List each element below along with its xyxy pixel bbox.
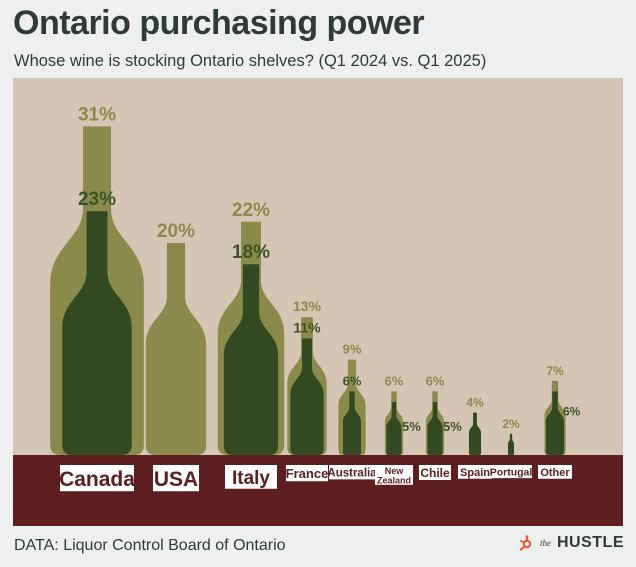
label-2025-new-zealand: 5% — [402, 419, 421, 434]
bottle-2025-portugal — [507, 433, 515, 455]
category-label-canada: Canada — [59, 468, 135, 491]
category-label-other: Other — [540, 467, 570, 479]
category-label-france: France — [286, 466, 329, 481]
chart-title: Ontario purchasing power — [13, 4, 425, 42]
category-label-chile: Chile — [420, 466, 450, 480]
label-2024-new-zealand: 6% — [385, 373, 404, 388]
bottle-2025-new-zealand — [386, 402, 402, 455]
bottle-2025-italy — [223, 264, 279, 455]
category-box-chile — [419, 465, 451, 480]
category-label-spain: Spain — [460, 467, 490, 479]
category-label-usa: USA — [154, 468, 198, 491]
label-2024-italy: 22% — [232, 200, 270, 221]
chart-subtitle: Whose wine is stocking Ontario shelves? … — [14, 52, 487, 70]
label-2024-australia: 9% — [343, 342, 362, 357]
label-2025-chile: 5% — [443, 419, 462, 434]
category-box-other — [538, 465, 572, 479]
label-2024-portugal: 2% — [502, 417, 520, 431]
label-2024-chile: 6% — [426, 373, 445, 388]
label-2024-spain: 4% — [466, 396, 484, 410]
bottle-chart: 31% 20% 22% 13% 9% 6% 6% 4% 2% 7% 23% 0% 18% 11% 6% 5% 5… — [13, 78, 623, 526]
label-2025-australia: 6% — [343, 373, 362, 388]
label-2024-usa: 20% — [157, 221, 195, 242]
category-label-australia: Australia — [327, 468, 377, 480]
category-box-italy — [225, 465, 277, 489]
bottle-2025-spain — [468, 412, 482, 455]
category-box-usa — [153, 465, 199, 492]
data-source: DATA: Liquor Control Board of Ontario — [14, 537, 286, 554]
category-box-canada — [60, 465, 134, 492]
category-label-new-zealand: New Zealand — [377, 466, 411, 485]
category-box-australia — [329, 465, 375, 480]
brand-logo: the HUSTLE — [518, 534, 624, 552]
category-label-line: Zealand — [377, 475, 411, 485]
label-2024-france: 13% — [293, 298, 322, 314]
brand-large-text: HUSTLE — [557, 534, 624, 551]
category-box-portugal — [490, 465, 532, 479]
label-2025-usa: 0% — [162, 431, 190, 452]
category-label-line: New — [385, 466, 405, 476]
category-box-spain — [458, 465, 492, 479]
label-2025-canada: 23% — [78, 189, 116, 210]
bottle-2025-canada — [62, 211, 132, 455]
sprocket-icon — [519, 535, 532, 551]
label-2024-canada: 31% — [78, 104, 116, 125]
bottle-2025-australia — [342, 391, 362, 455]
bottle-2025-chile — [427, 402, 443, 455]
label-2025-france: 11% — [293, 319, 321, 335]
brand-small-text: the — [540, 538, 551, 548]
bottle-2025-france — [290, 338, 324, 455]
bottle-2025-other — [545, 391, 565, 455]
category-box-new-zealand — [375, 465, 413, 485]
label-2025-other: 6% — [563, 405, 581, 419]
category-label-italy: Italy — [232, 468, 270, 489]
label-2025-italy: 18% — [232, 242, 270, 263]
category-box-france — [286, 465, 328, 482]
chart-panel: 31% 20% 22% 13% 9% 6% 6% 4% 2% 7% 23% 0% 18% 11% 6% 5% 5… — [13, 78, 623, 526]
bottle-2024-usa — [145, 243, 207, 455]
category-label-portugal: Portugal — [490, 467, 533, 479]
label-2024-other: 7% — [546, 364, 564, 378]
